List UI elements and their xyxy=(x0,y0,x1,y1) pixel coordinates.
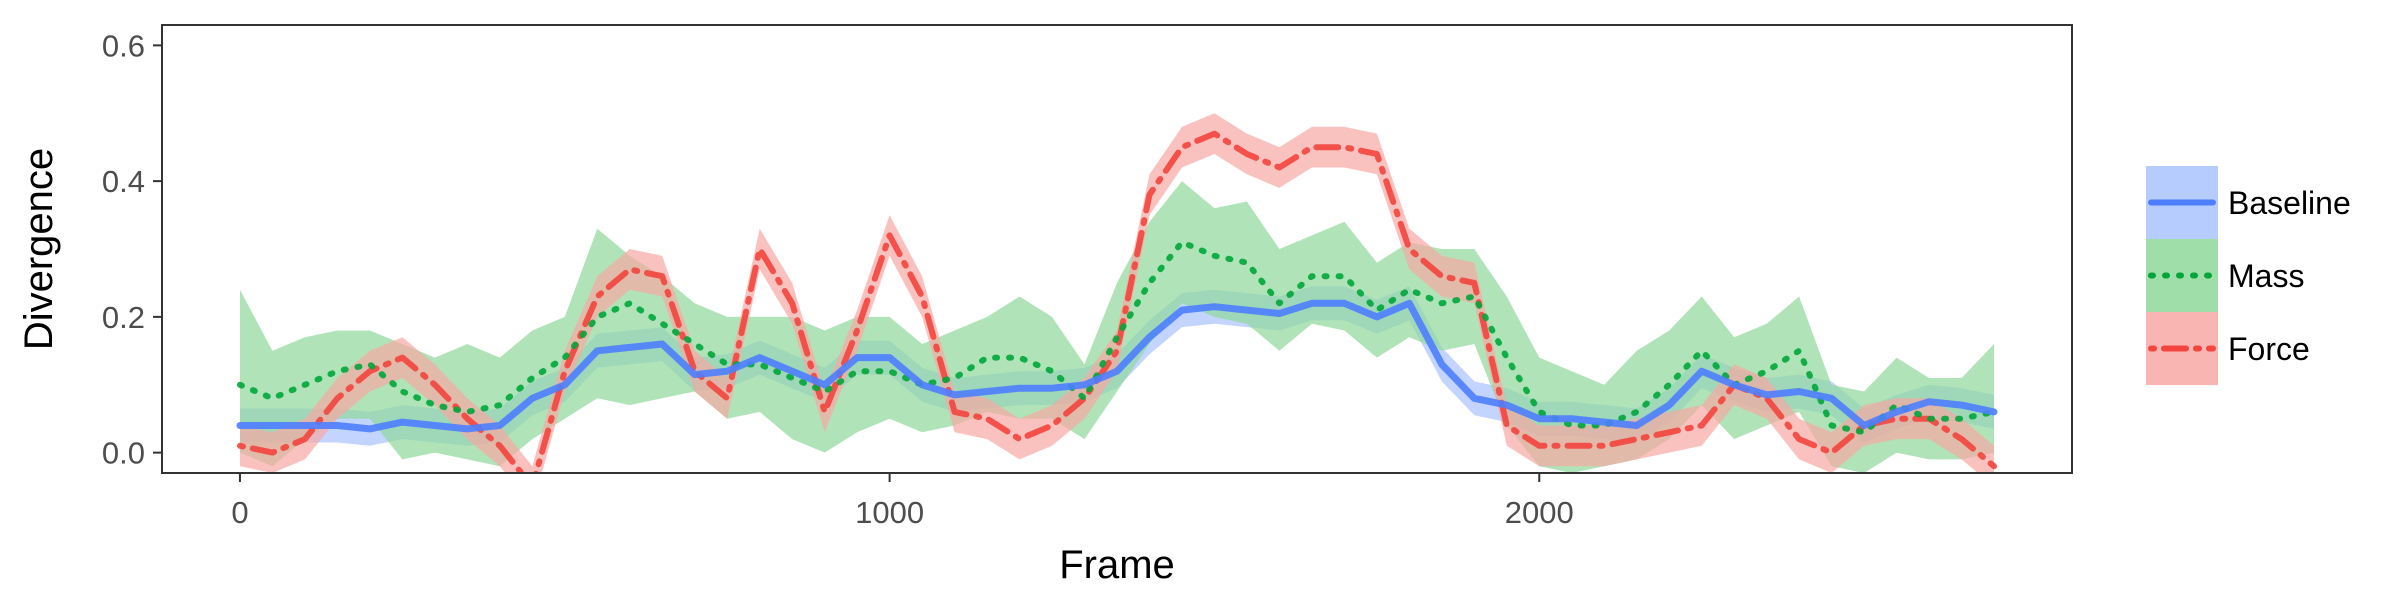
confidence-band-mass xyxy=(240,181,1994,473)
legend-label-force: Force xyxy=(2228,331,2310,367)
plot-panel-border xyxy=(161,24,2073,474)
legend-key-force xyxy=(2146,312,2218,385)
y-tick-label: 0.4 xyxy=(102,164,145,199)
y-axis-title: Divergence xyxy=(17,148,61,350)
confidence-band-force xyxy=(240,113,1994,473)
y-tick-label: 0.0 xyxy=(102,436,145,471)
series-line-mass xyxy=(237,239,1997,436)
y-axis: 0.0 0.2 0.4 0.6 xyxy=(102,28,162,471)
legend-label-mass: Mass xyxy=(2228,258,2304,294)
legend-key-mass xyxy=(2146,239,2218,312)
legend: Baseline Mass Force xyxy=(2146,166,2351,385)
x-axis: 0 1000 2000 xyxy=(231,473,1574,530)
x-axis-title: Frame xyxy=(1059,543,1175,587)
y-tick-label: 0.6 xyxy=(102,28,145,63)
x-tick-label: 1000 xyxy=(855,495,924,530)
y-tick-label: 0.2 xyxy=(102,300,145,335)
legend-label-baseline: Baseline xyxy=(2228,185,2351,221)
plot-panel xyxy=(236,113,1998,473)
x-tick-label: 0 xyxy=(231,495,248,530)
series-line-force xyxy=(237,130,1997,473)
legend-key-baseline xyxy=(2146,166,2218,239)
x-tick-label: 2000 xyxy=(1505,495,1574,530)
series-line-baseline xyxy=(236,299,1998,433)
